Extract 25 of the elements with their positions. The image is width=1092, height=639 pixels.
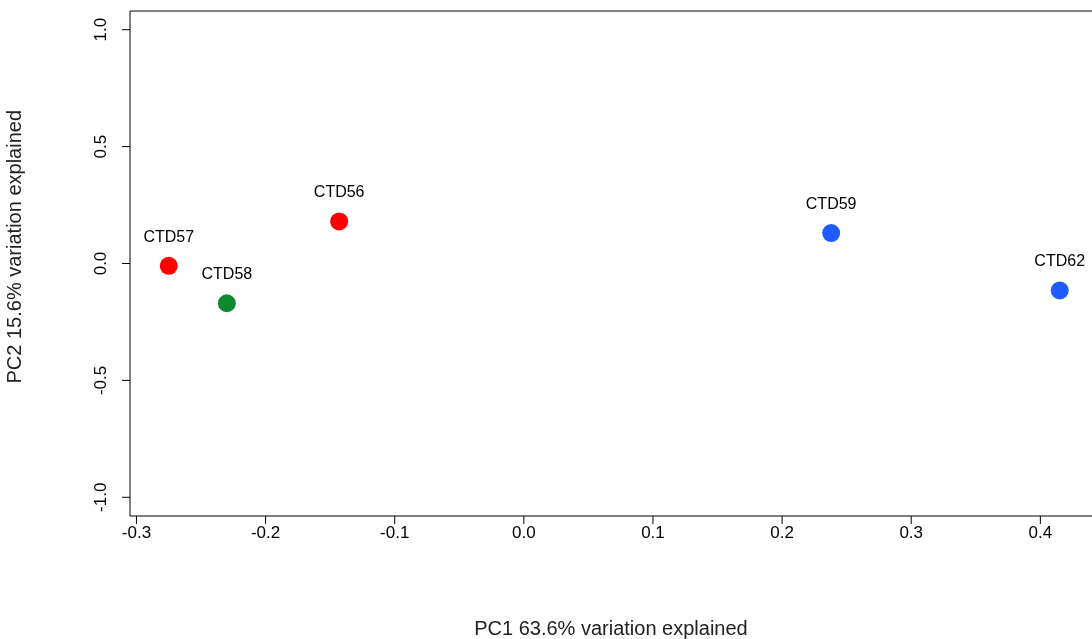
point [1050,281,1069,300]
x-tick-label: 0.0 [512,523,536,543]
y-tick-label: -0.5 [91,365,110,396]
x-tick-label: 0.1 [641,523,665,543]
annotation: CTD58 [201,265,253,283]
x-tick-label: -0.2 [250,523,281,543]
y-tick-label: 0.0 [91,251,110,276]
point [330,212,349,231]
y-tick-label: 0.5 [91,134,110,159]
annotation: CTD62 [1034,252,1086,270]
x-tick-label: -0.3 [121,523,152,543]
x-tick-label: -0.1 [380,523,410,543]
point [159,256,178,275]
x-axis-title: PC1 63.6% variation explained [474,617,748,639]
annotation: CTD56 [313,183,365,201]
point [822,224,841,243]
point [217,294,236,313]
x-tick-label: 0.3 [899,523,924,543]
y-tick-label: 1.0 [91,17,110,42]
x-tick-label: 0.2 [770,523,794,543]
annotation: CTD57 [143,227,195,245]
annotation: CTD59 [805,195,857,213]
y-tick-label: -1.0 [91,482,110,512]
y-axis-title: PC2 15.6% variation explained [3,109,26,384]
x-tick-label: 0.4 [1028,523,1053,543]
